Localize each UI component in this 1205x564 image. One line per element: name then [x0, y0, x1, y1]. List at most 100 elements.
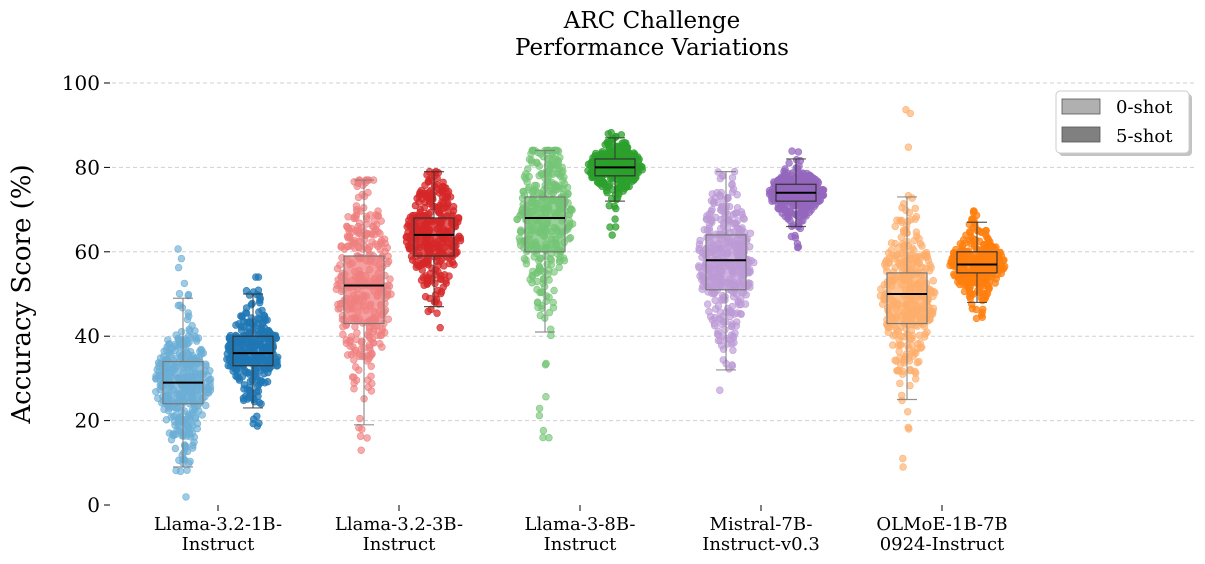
- legend-label-5-shot: 5-shot: [1116, 126, 1173, 147]
- data-point: [368, 350, 376, 358]
- data-point: [247, 301, 256, 309]
- data-point: [778, 209, 786, 217]
- data-point: [566, 234, 575, 242]
- data-point: [702, 215, 711, 224]
- data-point: [902, 256, 910, 265]
- data-point: [177, 328, 186, 336]
- data-point: [904, 143, 913, 151]
- data-point: [522, 256, 530, 264]
- x-tick-label-line2: Instruct-v0.3: [702, 534, 820, 555]
- data-point: [419, 273, 427, 282]
- grid-layer: [112, 82, 1197, 422]
- data-point: [445, 272, 453, 280]
- data-point: [908, 194, 916, 202]
- data-point: [515, 234, 524, 242]
- data-point: [258, 306, 266, 315]
- data-point: [982, 240, 991, 248]
- data-point: [448, 258, 457, 267]
- data-point: [174, 414, 183, 423]
- data-point: [404, 242, 413, 250]
- data-point: [981, 294, 989, 302]
- data-point: [800, 211, 809, 219]
- data-point: [339, 330, 347, 339]
- data-point: [716, 386, 724, 394]
- data-point: [355, 423, 363, 432]
- data-point: [383, 259, 391, 268]
- data-point: [350, 385, 358, 393]
- data-point: [893, 216, 901, 224]
- data-point: [545, 293, 553, 301]
- y-ticks: 0 20 40 60 80 100: [62, 71, 110, 517]
- data-point: [727, 331, 736, 339]
- data-point: [171, 404, 179, 412]
- data-point: [611, 215, 619, 223]
- data-point: [351, 322, 359, 331]
- data-point: [178, 451, 186, 459]
- data-point: [175, 290, 184, 298]
- data-point: [364, 376, 372, 384]
- data-point: [177, 254, 186, 263]
- data-point: [892, 251, 901, 259]
- data-point: [175, 456, 183, 464]
- data-point: [255, 419, 263, 427]
- data-point: [415, 198, 423, 206]
- data-point: [976, 277, 985, 285]
- data-point: [517, 226, 525, 234]
- data-point: [432, 266, 440, 274]
- data-point: [891, 239, 899, 248]
- data-point: [705, 307, 713, 316]
- data-point: [568, 220, 577, 228]
- data-point: [386, 275, 394, 283]
- data-point: [929, 277, 937, 285]
- data-point: [272, 334, 281, 342]
- data-point: [695, 246, 703, 255]
- data-point: [174, 245, 182, 253]
- data-point: [907, 335, 915, 343]
- data-point: [436, 274, 444, 283]
- data-point: [901, 352, 910, 361]
- data-point: [453, 248, 461, 256]
- data-point: [891, 222, 899, 231]
- data-point: [255, 398, 263, 407]
- data-point: [695, 240, 704, 248]
- data-point: [534, 268, 542, 276]
- data-point: [535, 411, 544, 420]
- data-point: [898, 203, 906, 212]
- data-point: [353, 182, 361, 191]
- data-point: [896, 379, 904, 388]
- data-point: [729, 210, 738, 219]
- boxes-layer: [162, 137, 998, 468]
- y-tick-label: 40: [75, 324, 100, 348]
- data-point: [970, 207, 978, 216]
- data-point: [176, 467, 185, 476]
- data-point: [442, 279, 450, 287]
- data-point: [193, 419, 202, 428]
- data-point: [198, 346, 206, 355]
- data-point: [719, 356, 727, 364]
- data-point: [910, 236, 919, 245]
- x-ticks: Llama-3.2-1B-InstructLlama-3.2-3B-Instru…: [154, 505, 1008, 555]
- data-point: [253, 412, 261, 420]
- data-point: [700, 226, 708, 234]
- data-point: [365, 243, 374, 251]
- data-point: [899, 463, 907, 471]
- data-point: [352, 363, 360, 371]
- box-iqr: [886, 272, 928, 325]
- box-iqr: [705, 234, 747, 291]
- data-point: [347, 333, 356, 341]
- data-point: [733, 191, 741, 199]
- data-point: [728, 322, 736, 330]
- data-point: [535, 404, 544, 413]
- data-point: [420, 189, 428, 198]
- data-point: [162, 416, 171, 424]
- data-point: [900, 333, 908, 341]
- data-point: [912, 213, 921, 221]
- data-point: [421, 181, 429, 190]
- data-point: [550, 286, 558, 295]
- data-point: [357, 238, 365, 247]
- data-point: [249, 395, 258, 403]
- data-point: [703, 300, 712, 308]
- data-point: [376, 340, 384, 348]
- data-point: [347, 350, 356, 359]
- data-point: [171, 444, 180, 453]
